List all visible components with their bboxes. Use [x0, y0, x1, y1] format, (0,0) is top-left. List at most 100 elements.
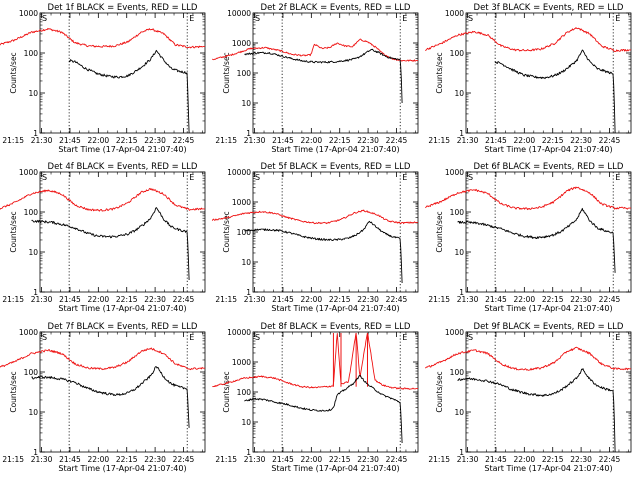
x-tick-label: 21:30	[244, 455, 266, 464]
x-axis-label: Start Time (17-Apr-04 21:07:40)	[271, 304, 399, 313]
x-tick-label: 22:15	[329, 136, 351, 145]
x-tick-label: 22:30	[144, 295, 166, 304]
x-tick-label: 22:45	[386, 455, 408, 464]
x-tick-label: 21:45	[59, 295, 81, 304]
x-tick-label: 22:00	[514, 136, 536, 145]
x-tick-label: 21:15	[428, 295, 450, 304]
x-tick-label: 21:45	[485, 136, 507, 145]
plot-frame	[39, 171, 206, 293]
x-tick-label: 22:30	[144, 136, 166, 145]
y-tick-label: 1	[246, 288, 251, 297]
y-tick-label: 1000	[19, 168, 38, 177]
y-tick-label: 10	[241, 258, 251, 267]
y-tick-label: 10	[28, 89, 38, 98]
start-marker-label: S	[468, 14, 473, 23]
series-lld-line	[425, 186, 631, 211]
x-tick-label: 21:45	[485, 295, 507, 304]
start-marker-label: S	[468, 333, 473, 342]
x-tick-label: 21:45	[272, 295, 294, 304]
x-tick-label: 22:15	[542, 455, 564, 464]
end-marker-label: E	[189, 14, 194, 23]
end-marker-label: E	[615, 333, 620, 342]
x-tick-label: 22:30	[570, 455, 592, 464]
x-tick-label: 21:30	[244, 136, 266, 145]
x-tick-label: 22:00	[301, 455, 323, 464]
plot-frame	[39, 331, 206, 453]
y-tick-label: 100	[237, 69, 252, 78]
y-tick-label: 100	[24, 208, 39, 217]
y-tick-label: 10000	[227, 168, 251, 177]
start-marker-label: S	[255, 173, 260, 182]
x-tick-label: 21:30	[244, 295, 266, 304]
y-tick-label: 1	[33, 448, 38, 457]
x-tick-label: 21:15	[428, 455, 450, 464]
x-tick-label: 21:15	[2, 136, 24, 145]
panel-title: Det 7f BLACK = Events, RED = LLD	[48, 322, 198, 332]
x-tick-label: 21:30	[31, 455, 53, 464]
x-tick-label: 22:15	[116, 136, 138, 145]
y-tick-label: 100	[24, 368, 39, 377]
y-tick-label: 10000	[227, 9, 251, 18]
y-tick-label: 1000	[19, 328, 38, 337]
panel-7: Det 7f BLACK = Events, RED = LLD 1 10 100 10…	[0, 322, 206, 473]
y-axis-label: Counts/sec	[9, 371, 18, 412]
y-tick-label: 1	[459, 129, 464, 138]
panel-8: Det 8f BLACK = Events, RED = LLD 1 10 100 10…	[212, 322, 419, 473]
y-tick-label: 1000	[19, 9, 38, 18]
panel-title: Det 4f BLACK = Events, RED = LLD	[48, 162, 198, 172]
y-tick-label: 10	[241, 418, 251, 427]
end-marker-label: E	[189, 333, 194, 342]
x-tick-label: 22:30	[570, 295, 592, 304]
x-tick-label: 22:45	[599, 136, 621, 145]
panel-title: Det 3f BLACK = Events, RED = LLD	[474, 3, 624, 13]
y-axis-label: Counts/sec	[435, 371, 444, 412]
y-tick-label: 1000	[445, 328, 464, 337]
y-axis-label: Counts/sec	[9, 52, 18, 93]
panel-3: Det 3f BLACK = Events, RED = LLD 1 10 100 10…	[425, 3, 632, 154]
panel-title: Det 6f BLACK = Events, RED = LLD	[474, 162, 624, 172]
x-axis-label: Start Time (17-Apr-04 21:07:40)	[271, 145, 399, 154]
x-tick-label: 22:45	[599, 295, 621, 304]
x-tick-label: 21:45	[59, 455, 81, 464]
series-events-line	[244, 48, 403, 104]
y-tick-label: 100	[450, 368, 465, 377]
series-events-line	[457, 207, 616, 273]
y-axis-label: Counts/sec	[222, 211, 231, 252]
y-tick-label: 10	[28, 248, 38, 257]
y-tick-label: 1000	[445, 9, 464, 18]
x-axis-label: Start Time (17-Apr-04 21:07:40)	[58, 145, 186, 154]
panel-9: Det 9f BLACK = Events, RED = LLD 1 10 100 10…	[425, 322, 632, 473]
x-tick-label: 21:15	[215, 295, 237, 304]
x-tick-label: 21:15	[215, 136, 237, 145]
x-tick-label: 22:30	[357, 136, 379, 145]
x-tick-label: 22:15	[329, 295, 351, 304]
x-tick-label: 22:45	[173, 136, 195, 145]
x-tick-label: 22:00	[301, 136, 323, 145]
series-lld-line	[211, 209, 419, 225]
x-tick-label: 22:45	[386, 136, 408, 145]
x-axis-label: Start Time (17-Apr-04 21:07:40)	[58, 464, 186, 473]
series-events-line	[244, 220, 403, 284]
y-tick-label: 100	[24, 49, 39, 58]
x-tick-label: 22:15	[542, 136, 564, 145]
series-events-line	[68, 49, 190, 134]
x-tick-label: 22:45	[599, 455, 621, 464]
y-tick-label: 1	[246, 129, 251, 138]
x-tick-label: 21:30	[457, 295, 479, 304]
panel-title: Det 9f BLACK = Events, RED = LLD	[474, 322, 624, 332]
series-lld-line	[0, 27, 206, 49]
y-tick-label: 1000	[232, 358, 251, 367]
y-tick-label: 10	[454, 248, 464, 257]
plot-frame	[465, 171, 632, 293]
panel-title: Det 1f BLACK = Events, RED = LLD	[48, 3, 198, 13]
x-tick-label: 22:30	[357, 455, 379, 464]
x-tick-label: 22:45	[173, 295, 195, 304]
series-lld-line	[211, 38, 418, 62]
y-tick-label: 1	[459, 288, 464, 297]
x-tick-label: 21:15	[2, 455, 24, 464]
y-axis-label: Counts/sec	[9, 211, 18, 252]
panel-2: Det 2f BLACK = Events, RED = LLD 1 10 100 10…	[211, 3, 419, 154]
y-tick-label: 1	[33, 288, 38, 297]
start-marker-label: S	[42, 333, 47, 342]
x-tick-label: 22:15	[116, 455, 138, 464]
